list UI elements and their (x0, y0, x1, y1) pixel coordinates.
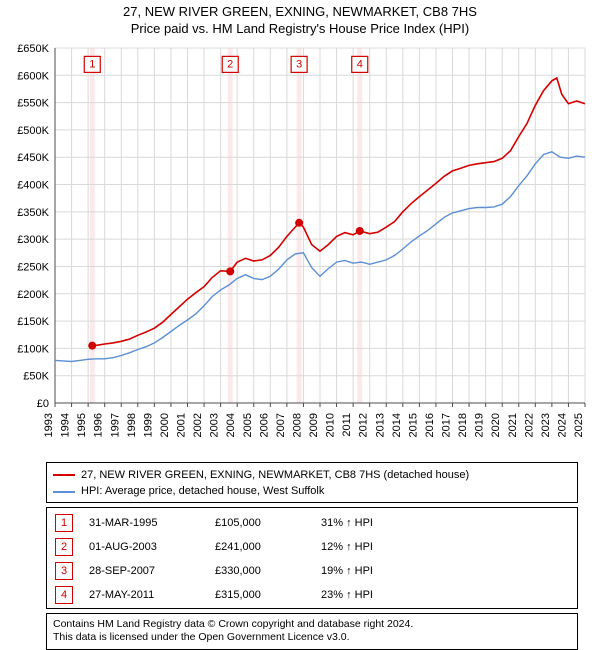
x-tick-label: 1998 (126, 413, 138, 437)
x-tick-label: 1999 (142, 413, 154, 437)
event-row: 3 28-SEP-2007 £330,000 19% ↑ HPI (55, 562, 569, 580)
footer: Contains HM Land Registry data © Crown c… (46, 613, 578, 650)
x-tick-label: 2006 (258, 413, 270, 437)
event-pct: 12% ↑ HPI (321, 541, 421, 553)
y-tick-label: £500K (17, 125, 49, 137)
x-tick-label: 2000 (159, 413, 171, 437)
title-area: 27, NEW RIVER GREEN, EXNING, NEWMARKET, … (0, 0, 600, 38)
sale-point (226, 267, 234, 275)
event-price: £241,000 (215, 541, 305, 553)
event-num: 3 (55, 562, 73, 580)
x-tick-label: 2010 (325, 413, 337, 437)
legend: 27, NEW RIVER GREEN, EXNING, NEWMARKET, … (46, 462, 578, 503)
x-tick-label: 2017 (441, 413, 453, 437)
events-table: 1 31-MAR-1995 £105,000 31% ↑ HPI 2 01-AUG-200… (46, 507, 578, 609)
marker-num: 1 (89, 58, 95, 70)
x-tick-label: 1993 (43, 413, 55, 437)
y-tick-label: £100K (17, 343, 49, 355)
event-price: £315,000 (215, 589, 305, 601)
x-tick-label: 2020 (490, 413, 502, 437)
x-tick-label: 2013 (374, 413, 386, 437)
event-row: 1 31-MAR-1995 £105,000 31% ↑ HPI (55, 514, 569, 532)
y-tick-label: £250K (17, 261, 49, 273)
y-tick-label: £200K (17, 289, 49, 301)
x-tick-label: 1994 (60, 413, 72, 437)
x-tick-label: 1997 (109, 413, 121, 437)
x-tick-label: 2019 (474, 413, 486, 437)
event-date: 27-MAY-2011 (89, 589, 199, 601)
y-tick-label: £650K (17, 43, 49, 55)
event-num: 1 (55, 514, 73, 532)
legend-label: 27, NEW RIVER GREEN, EXNING, NEWMARKET, … (81, 467, 469, 484)
x-tick-label: 2024 (556, 413, 568, 437)
x-tick-label: 2023 (540, 413, 552, 437)
x-tick-label: 2009 (308, 413, 320, 437)
event-price: £330,000 (215, 565, 305, 577)
y-tick-label: £300K (17, 234, 49, 246)
event-row: 4 27-MAY-2011 £315,000 23% ↑ HPI (55, 586, 569, 604)
y-tick-label: £550K (17, 97, 49, 109)
x-tick-label: 2003 (209, 413, 221, 437)
y-tick-label: £600K (17, 70, 49, 82)
x-tick-label: 2015 (407, 413, 419, 437)
x-tick-label: 2025 (573, 413, 585, 437)
event-date: 01-AUG-2003 (89, 541, 199, 553)
y-tick-label: £50K (23, 370, 49, 382)
marker-num: 2 (227, 58, 233, 70)
x-tick-label: 2018 (457, 413, 469, 437)
highlight-band (90, 48, 95, 403)
x-tick-label: 2012 (358, 413, 370, 437)
legend-label: HPI: Average price, detached house, West… (81, 483, 324, 500)
y-tick-label: £0 (37, 398, 49, 410)
highlight-band (228, 48, 233, 403)
footer-line-2: This data is licensed under the Open Gov… (53, 631, 571, 645)
chart-plot: £0 £50K £100K £150K £200K £250K £300K £350K £400… (0, 38, 600, 458)
event-num: 2 (55, 538, 73, 556)
sale-point (88, 341, 96, 349)
chart-subtitle: Price paid vs. HM Land Registry's House … (0, 21, 600, 38)
event-pct: 31% ↑ HPI (321, 517, 421, 529)
event-date: 31-MAR-1995 (89, 517, 199, 529)
x-tick-label: 1996 (93, 413, 105, 437)
legend-swatch (53, 491, 75, 493)
event-date: 28-SEP-2007 (89, 565, 199, 577)
y-tick-label: £450K (17, 152, 49, 164)
sale-point (356, 227, 364, 235)
y-tick-label: £150K (17, 316, 49, 328)
x-tick-label: 2016 (424, 413, 436, 437)
x-tick-label: 2001 (176, 413, 188, 437)
legend-item: 27, NEW RIVER GREEN, EXNING, NEWMARKET, … (53, 467, 571, 484)
x-tick-label: 2021 (507, 413, 519, 437)
x-tick-label: 2014 (391, 413, 403, 437)
event-row: 2 01-AUG-2003 £241,000 12% ↑ HPI (55, 538, 569, 556)
x-tick-label: 2022 (523, 413, 535, 437)
chart-title: 27, NEW RIVER GREEN, EXNING, NEWMARKET, … (0, 4, 600, 21)
chart-svg: £0 £50K £100K £150K £200K £250K £300K £350K £400… (0, 38, 600, 458)
chart-container: 27, NEW RIVER GREEN, EXNING, NEWMARKET, … (0, 0, 600, 620)
marker-num: 3 (296, 58, 302, 70)
legend-swatch (53, 474, 75, 476)
x-tick-label: 2011 (341, 413, 353, 437)
highlight-band (357, 48, 362, 403)
x-tick-label: 2005 (242, 413, 254, 437)
marker-num: 4 (357, 58, 363, 70)
x-tick-label: 2008 (291, 413, 303, 437)
x-tick-label: 2002 (192, 413, 204, 437)
event-pct: 23% ↑ HPI (321, 589, 421, 601)
sale-point (295, 219, 303, 227)
event-price: £105,000 (215, 517, 305, 529)
y-tick-label: £400K (17, 179, 49, 191)
x-tick-label: 1995 (76, 413, 88, 437)
x-tick-label: 2004 (225, 413, 237, 437)
x-tick-label: 2007 (275, 413, 287, 437)
event-num: 4 (55, 586, 73, 604)
event-pct: 19% ↑ HPI (321, 565, 421, 577)
legend-item: HPI: Average price, detached house, West… (53, 483, 571, 500)
y-tick-label: £350K (17, 207, 49, 219)
